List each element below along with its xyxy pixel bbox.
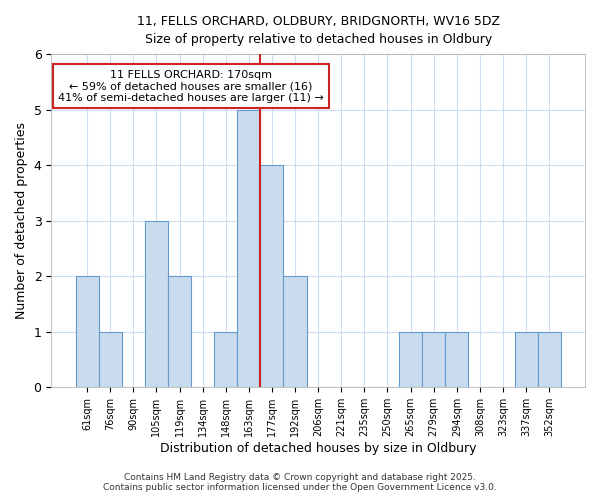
Title: 11, FELLS ORCHARD, OLDBURY, BRIDGNORTH, WV16 5DZ
Size of property relative to de: 11, FELLS ORCHARD, OLDBURY, BRIDGNORTH, … — [137, 15, 500, 46]
Bar — [98, 332, 122, 388]
Bar — [214, 332, 237, 388]
Bar — [399, 332, 422, 388]
Text: Contains HM Land Registry data © Crown copyright and database right 2025.: Contains HM Land Registry data © Crown c… — [124, 474, 476, 482]
Bar — [283, 276, 307, 388]
Bar — [445, 332, 469, 388]
Bar — [76, 276, 98, 388]
Text: Contains public sector information licensed under the Open Government Licence v3: Contains public sector information licen… — [103, 484, 497, 492]
X-axis label: Distribution of detached houses by size in Oldbury: Distribution of detached houses by size … — [160, 442, 476, 455]
Bar — [260, 165, 283, 388]
Bar — [538, 332, 561, 388]
Bar — [515, 332, 538, 388]
Bar — [145, 220, 168, 388]
Bar — [168, 276, 191, 388]
Bar — [237, 110, 260, 388]
Y-axis label: Number of detached properties: Number of detached properties — [15, 122, 28, 319]
Text: 11 FELLS ORCHARD: 170sqm
← 59% of detached houses are smaller (16)
41% of semi-d: 11 FELLS ORCHARD: 170sqm ← 59% of detach… — [58, 70, 324, 103]
Bar — [422, 332, 445, 388]
